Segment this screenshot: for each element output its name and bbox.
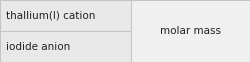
Bar xyxy=(0,31,131,62)
Text: molar mass: molar mass xyxy=(160,26,221,36)
Text: iodide anion: iodide anion xyxy=(6,41,70,52)
Bar xyxy=(0,0,131,31)
Text: thallium(I) cation: thallium(I) cation xyxy=(6,10,96,21)
Bar xyxy=(131,0,250,62)
